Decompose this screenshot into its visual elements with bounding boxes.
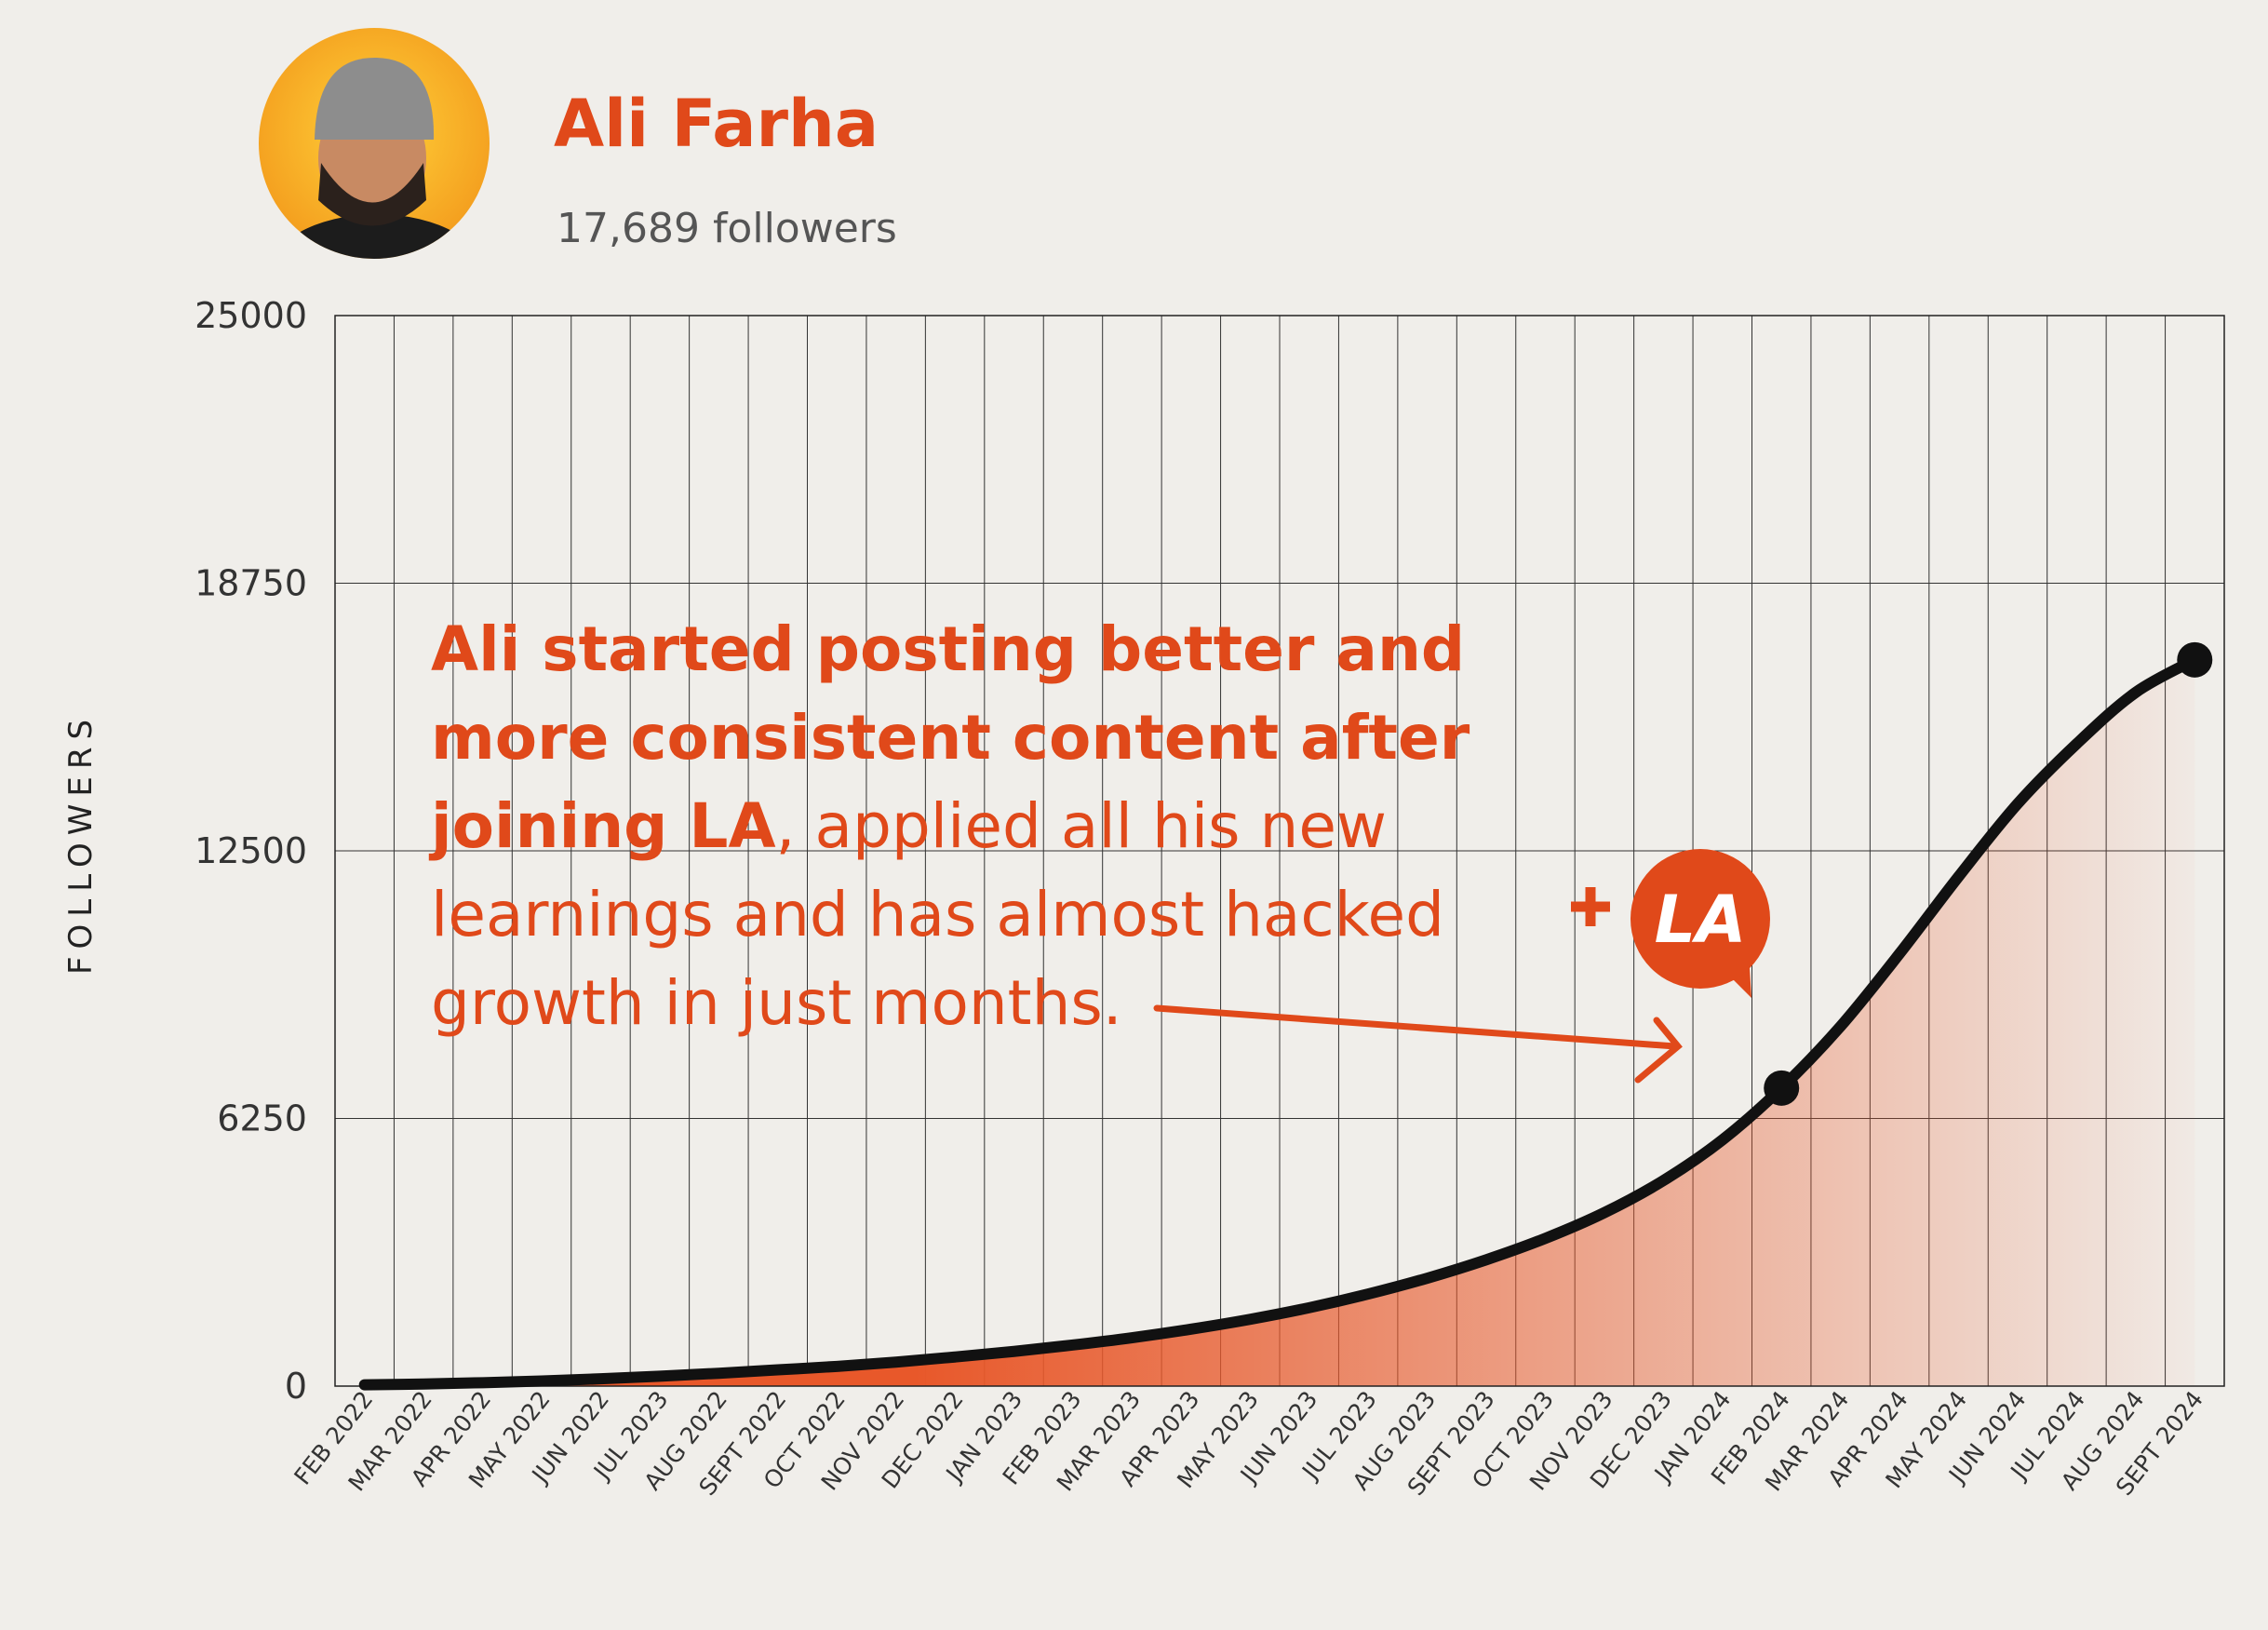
area	[364, 659, 2195, 1386]
la-badge: LA	[1571, 849, 1770, 998]
y-tick-label: 18750	[195, 563, 307, 604]
annotation: Ali started posting better and more cons…	[431, 605, 1501, 1047]
annotation-text: , applied all his new learnings and has …	[431, 790, 1445, 1039]
y-tick-label: 0	[285, 1366, 307, 1407]
line	[358, 653, 2201, 1391]
y-tick-label: 12500	[195, 830, 307, 871]
annotation-bold: Ali started posting better and more cons…	[431, 613, 1470, 862]
badge-text: LA	[1655, 882, 1747, 958]
arrow	[1153, 1004, 1683, 1084]
plot-frame	[334, 315, 2225, 1387]
follower-count: 17,689 followers	[557, 205, 897, 252]
y-tick-label: 6250	[217, 1098, 307, 1139]
y-axis-label: FOLLOWERS	[62, 712, 100, 975]
y-tick-label: 25000	[195, 295, 307, 336]
highlight-point	[2177, 641, 2213, 678]
profile-name: Ali Farha	[554, 86, 879, 162]
highlight-point	[1764, 1070, 1800, 1106]
